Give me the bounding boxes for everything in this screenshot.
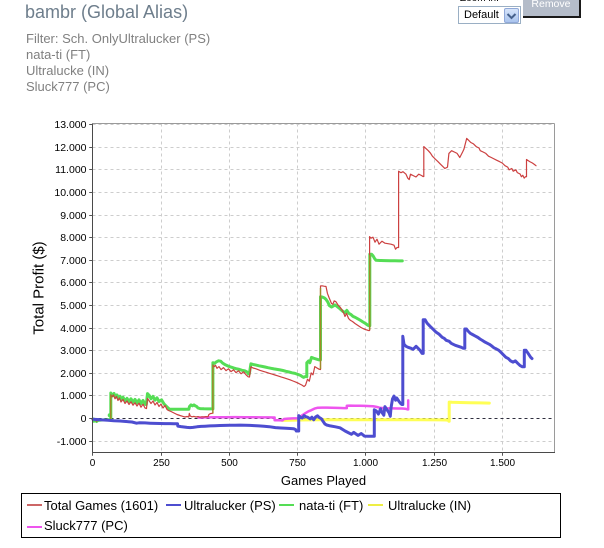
- svg-text:4.000: 4.000: [60, 323, 86, 335]
- svg-text:250: 250: [153, 458, 170, 469]
- svg-text:13.000: 13.000: [54, 119, 86, 131]
- svg-text:6.000: 6.000: [60, 277, 86, 289]
- svg-text:Total Profit ($): Total Profit ($): [31, 241, 48, 334]
- svg-text:10.000: 10.000: [54, 187, 86, 199]
- svg-text:750: 750: [289, 458, 306, 469]
- svg-text:500: 500: [221, 458, 238, 469]
- svg-text:0: 0: [81, 413, 87, 425]
- svg-text:Games Played: Games Played: [281, 473, 366, 488]
- svg-text:8.000: 8.000: [60, 232, 86, 244]
- svg-text:2.000: 2.000: [60, 368, 86, 380]
- svg-text:11.000: 11.000: [55, 164, 86, 176]
- svg-text:3.000: 3.000: [60, 345, 86, 357]
- svg-text:9.000: 9.000: [60, 210, 86, 222]
- svg-text:5.000: 5.000: [60, 300, 86, 312]
- svg-text:1.500: 1.500: [490, 458, 515, 469]
- svg-text:12.000: 12.000: [54, 142, 86, 154]
- svg-text:1.000: 1.000: [353, 458, 378, 469]
- svg-text:1.000: 1.000: [60, 390, 86, 402]
- svg-text:-1.000: -1.000: [57, 436, 87, 448]
- svg-text:7.000: 7.000: [60, 255, 86, 267]
- svg-text:0: 0: [90, 458, 96, 469]
- svg-text:1.250: 1.250: [422, 458, 447, 469]
